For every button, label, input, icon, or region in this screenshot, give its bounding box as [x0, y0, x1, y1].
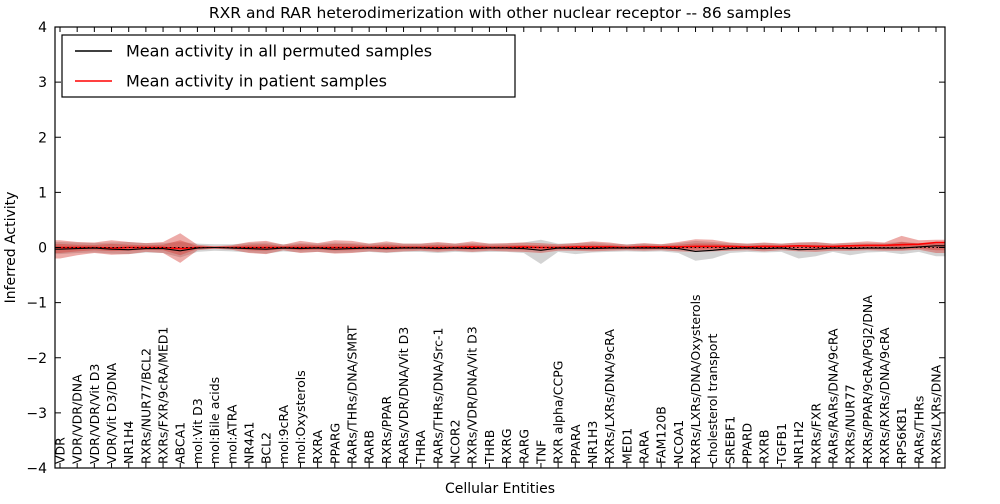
x-tick-label: RARs/THRs/DNA/SMRT — [345, 325, 360, 464]
x-tick-label: RXRG — [499, 428, 514, 464]
x-tick-label: RXRs/NUR77/BCL2 — [138, 348, 153, 464]
plot-frame — [54, 26, 946, 469]
chart-title: RXR and RAR heterodimerization with othe… — [209, 4, 791, 22]
x-tick-label: mol:ATRA — [224, 404, 239, 464]
x-tick-label: mol:Bile acids — [207, 377, 222, 464]
x-tick-label: RXRs/LXRs/DNA/Oxysterols — [688, 294, 703, 464]
x-tick-label: RXRs/FXR/9cRA/MED1 — [156, 327, 171, 464]
x-tick-label: RXRs/RXRs/DNA/9cRA — [877, 327, 892, 464]
x-tick-label: THRB — [482, 430, 497, 465]
x-tick-label: RXRs/LXRs/DNA — [929, 364, 944, 464]
x-tick-label: RARA — [637, 430, 652, 464]
x-tick-label: VDR/VDR/Vit D3 — [87, 364, 102, 464]
x-tick-label: NR1H3 — [585, 421, 600, 464]
x-tick-label: VDR — [53, 437, 68, 464]
legend-label-permuted: Mean activity in all permuted samples — [126, 42, 432, 61]
x-tick-label: PPARD — [740, 423, 755, 464]
x-tick-label: TGFB1 — [774, 423, 789, 465]
x-tick-label: RXR alpha/CCPG — [551, 361, 566, 464]
x-tick-label: RXRs/LXRs/DNA/9cRA — [602, 329, 617, 464]
x-tick-label: RXRB — [757, 429, 772, 464]
x-tick-label: ABCA1 — [173, 422, 188, 464]
x-tick-label: NCOA1 — [671, 420, 686, 464]
x-tick-label: mol:9cRA — [276, 404, 291, 464]
x-tick-label: NR4A1 — [241, 422, 256, 465]
legend: Mean activity in all permuted samples Me… — [61, 34, 516, 98]
x-tick-label: RXRs/VDR/DNA/Vit D3 — [465, 326, 480, 464]
x-tick-label: VDR/VDR/DNA — [70, 374, 85, 464]
y-tick-label: −3 — [26, 406, 47, 422]
y-tick-label: −2 — [26, 351, 47, 367]
x-tick-label: FAM120B — [654, 406, 669, 464]
x-tick-label: NR1H2 — [791, 421, 806, 464]
x-tick-label: RARs/VDR/DNA/Vit D3 — [396, 327, 411, 464]
x-tick-label: RARs/RARs/DNA/9cRA — [825, 328, 840, 464]
x-tick-label: RARs/THRs/DNA/Src-1 — [430, 328, 445, 464]
x-tick-label: SREBF1 — [722, 416, 737, 464]
y-tick-label: −1 — [26, 296, 47, 312]
legend-label-patient: Mean activity in patient samples — [126, 72, 387, 91]
x-tick-label: BCL2 — [259, 432, 274, 464]
x-tick-label: RPS6KB1 — [894, 407, 909, 464]
x-tick-label: mol:Oxysterols — [293, 370, 308, 464]
x-tick-label: NR1H4 — [121, 421, 136, 464]
y-tick-label: 0 — [38, 241, 47, 257]
plot-area: VDR VDR/VDR/DNA VDR/VDR/Vit D3 VDR/Vit D3/D… — [26, 20, 945, 477]
x-tick-label: PPARA — [568, 424, 583, 464]
y-tick-label: 4 — [38, 20, 47, 36]
y-tick-label: 2 — [38, 130, 47, 146]
x-tick-label: RARG — [516, 429, 531, 464]
x-tick-label: RARB — [362, 430, 377, 464]
x-tick-label: RXRs/PPAR/9cRA/PGJ2/DNA — [860, 295, 875, 464]
x-tick-label: TNF — [533, 440, 548, 465]
series-line-permuted — [55, 245, 945, 252]
x-tick-label: MED1 — [619, 428, 634, 464]
x-tick-label: mol:Vit D3 — [190, 398, 205, 464]
x-tick-label: RARs/THRs — [911, 396, 926, 464]
x-tick-label: RXRA — [310, 430, 325, 464]
legend-box — [61, 34, 516, 98]
x-tick-label: NCOR2 — [448, 419, 463, 464]
y-tick-label: 3 — [38, 75, 47, 91]
y-tick-label: 1 — [38, 185, 47, 201]
y-axis-title: Inferred Activity — [3, 192, 19, 304]
y-tick-label: −4 — [26, 461, 47, 477]
x-tick-label: cholesterol transport — [705, 333, 720, 464]
x-tick-label: PPARG — [327, 423, 342, 464]
x-tick-label: RXRs/PPAR — [379, 396, 394, 464]
x-tick-label: RXRs/FXR — [808, 403, 823, 464]
x-tick-label: RXRs/NUR77 — [843, 384, 858, 464]
x-axis-title: Cellular Entities — [445, 481, 555, 497]
x-tick-label: VDR/Vit D3/DNA — [104, 363, 119, 464]
x-tick-label: THRA — [413, 430, 428, 465]
